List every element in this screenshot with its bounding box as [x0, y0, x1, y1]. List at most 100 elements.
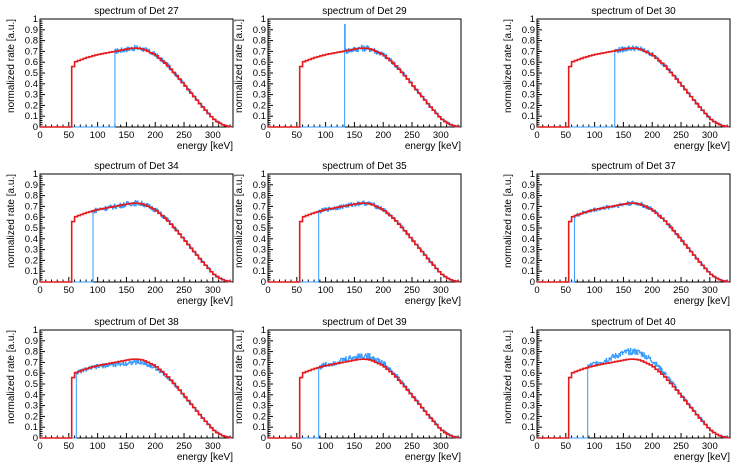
x-tick-label: 300	[205, 285, 221, 296]
y-tick-label: 0.9	[25, 25, 38, 36]
x-axis-label: energy [keV]	[674, 452, 730, 463]
x-tick-label: 250	[404, 285, 420, 296]
x-tick-label: 150	[615, 441, 631, 452]
y-tick-label: 0.7	[522, 46, 535, 57]
simulated-spectrum	[537, 202, 729, 283]
simulated-spectrum	[40, 358, 232, 439]
x-tick-label: 150	[118, 130, 134, 141]
y-tick-label: 0.4	[253, 79, 266, 90]
y-axis-label: normalized rate [a.u.]	[503, 330, 514, 424]
x-tick-label: 200	[644, 285, 660, 296]
y-tick-label: 0.6	[253, 368, 266, 379]
y-tick-label: 0.9	[522, 336, 535, 347]
x-tick-label: 100	[587, 441, 603, 452]
x-tick-label: 250	[673, 130, 689, 141]
y-axis-label: normalized rate [a.u.]	[234, 19, 245, 113]
y-tick-label: 0.9	[253, 25, 266, 36]
y-tick-label: 0.5	[25, 223, 38, 234]
y-tick-label: 0.2	[522, 100, 535, 111]
simulated-spectrum	[537, 47, 729, 128]
panel-title: spectrum of Det 38	[94, 317, 179, 328]
y-tick-label: 0.7	[253, 46, 266, 57]
y-tick-label: 0.1	[253, 111, 266, 122]
y-tick-label: 0.2	[25, 411, 38, 422]
y-tick-label: 0.7	[25, 357, 38, 368]
y-tick-label: 0.6	[522, 57, 535, 68]
panel-title: spectrum of Det 27	[94, 6, 179, 17]
y-tick-label: 1	[33, 325, 38, 336]
y-tick-label: 0	[530, 433, 535, 444]
x-tick-label: 300	[205, 130, 221, 141]
y-tick-label: 0.5	[522, 379, 535, 390]
x-tick-label: 150	[615, 130, 631, 141]
y-tick-label: 0.3	[253, 90, 266, 101]
x-tick-label: 200	[644, 130, 660, 141]
x-tick-label: 200	[644, 441, 660, 452]
y-tick-label: 0.8	[25, 347, 38, 358]
y-tick-label: 0.4	[522, 234, 535, 245]
y-tick-label: 0.1	[25, 266, 38, 277]
y-tick-label: 0.8	[25, 191, 38, 202]
x-tick-label: 200	[147, 130, 163, 141]
x-tick-label: 100	[90, 441, 106, 452]
y-tick-label: 0.1	[253, 422, 266, 433]
y-tick-label: 0.1	[522, 266, 535, 277]
y-tick-label: 0.7	[25, 46, 38, 57]
y-tick-label: 0.9	[25, 336, 38, 347]
measured-spectrum	[40, 200, 232, 283]
y-tick-label: 0.5	[522, 223, 535, 234]
y-tick-label: 0.2	[522, 411, 535, 422]
y-tick-label: 0.4	[522, 390, 535, 401]
y-tick-label: 0.3	[522, 90, 535, 101]
panel-title: spectrum of Det 29	[322, 6, 407, 17]
y-tick-label: 0.3	[522, 401, 535, 412]
x-tick-label: 100	[318, 285, 334, 296]
x-axis-label: energy [keV]	[177, 452, 233, 463]
x-tick-label: 0	[534, 130, 539, 141]
panel-title: spectrum of Det 34	[94, 161, 179, 172]
x-axis-label: energy [keV]	[405, 141, 461, 152]
measured-spectrum	[537, 348, 730, 439]
panel-title: spectrum of Det 30	[591, 6, 676, 17]
x-tick-label: 250	[673, 285, 689, 296]
panel-5: spectrum of Det 3500.10.20.30.40.50.60.7…	[234, 161, 462, 307]
x-tick-label: 50	[292, 441, 303, 452]
measured-spectrum	[40, 44, 233, 128]
x-tick-label: 0	[534, 441, 539, 452]
x-tick-label: 0	[534, 285, 539, 296]
y-tick-label: 0.8	[253, 191, 266, 202]
y-tick-label: 0	[261, 277, 266, 288]
measured-spectrum	[40, 359, 233, 439]
x-tick-label: 150	[346, 285, 362, 296]
y-tick-label: 0.4	[25, 79, 38, 90]
panel-3: spectrum of Det 3000.10.20.30.40.50.60.7…	[503, 6, 731, 152]
y-tick-label: 0.8	[253, 347, 266, 358]
y-tick-label: 0.2	[253, 255, 266, 266]
y-tick-label: 0.3	[25, 90, 38, 101]
measured-spectrum	[268, 352, 461, 439]
x-tick-label: 300	[702, 285, 718, 296]
y-axis-label: normalized rate [a.u.]	[6, 174, 17, 268]
x-tick-label: 50	[561, 285, 572, 296]
y-tick-label: 0.5	[25, 68, 38, 79]
y-tick-label: 0.4	[25, 390, 38, 401]
x-tick-label: 100	[587, 285, 603, 296]
y-tick-label: 0.4	[253, 390, 266, 401]
y-tick-label: 0.7	[25, 201, 38, 212]
y-tick-label: 0.2	[253, 100, 266, 111]
x-tick-label: 300	[205, 441, 221, 452]
panel-title: spectrum of Det 39	[322, 317, 407, 328]
y-tick-label: 0.3	[25, 245, 38, 256]
x-axis-label: energy [keV]	[674, 296, 730, 307]
y-axis-label: normalized rate [a.u.]	[234, 174, 245, 268]
x-axis-label: energy [keV]	[405, 452, 461, 463]
panel-4: spectrum of Det 3400.10.20.30.40.50.60.7…	[6, 161, 234, 307]
x-tick-label: 50	[561, 130, 572, 141]
x-tick-label: 200	[147, 285, 163, 296]
measured-spectrum	[537, 45, 730, 128]
x-axis-label: energy [keV]	[405, 296, 461, 307]
panel-title: spectrum of Det 40	[591, 317, 676, 328]
x-tick-label: 50	[561, 441, 572, 452]
y-tick-label: 1	[261, 325, 266, 336]
y-tick-label: 0.8	[522, 191, 535, 202]
